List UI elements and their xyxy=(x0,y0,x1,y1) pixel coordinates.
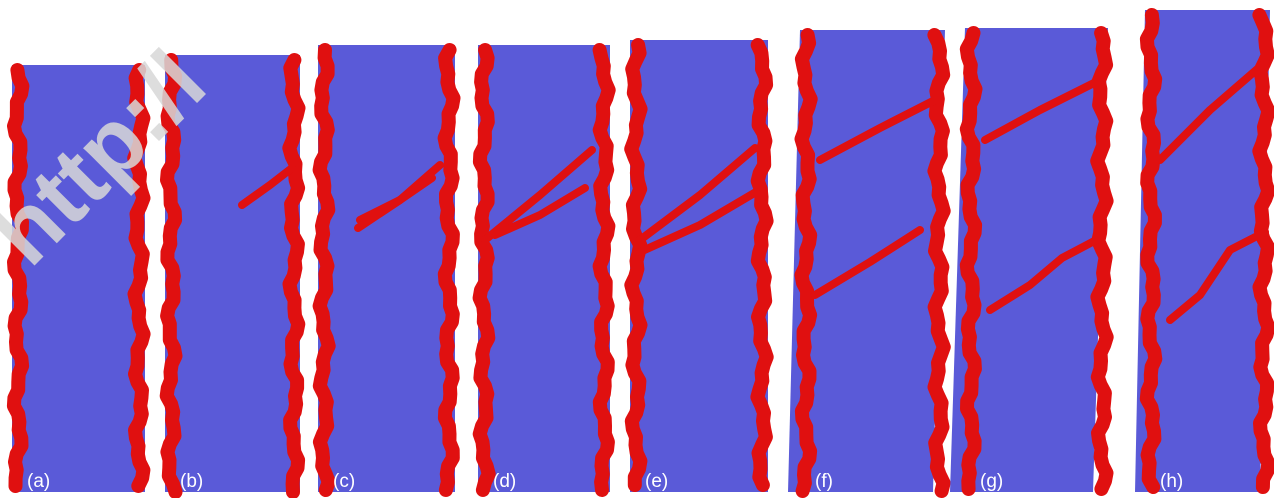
crystal xyxy=(318,45,455,492)
panel-label: (e) xyxy=(645,471,668,492)
panel-label: (h) xyxy=(1160,471,1183,492)
panel-label: (g) xyxy=(980,471,1003,492)
panel: (c) xyxy=(318,45,455,492)
panel: (g) xyxy=(950,28,1108,492)
left-surface xyxy=(802,35,811,491)
left-surface xyxy=(480,50,489,490)
panel-label: (c) xyxy=(333,471,355,492)
crystal xyxy=(478,45,610,492)
panel-label: (f) xyxy=(815,471,833,492)
left-surface xyxy=(320,50,329,490)
panel-label: (d) xyxy=(493,471,516,492)
panel-label: (a) xyxy=(27,471,50,492)
panel: (d) xyxy=(478,45,610,492)
right-surface xyxy=(1097,33,1107,489)
left-surface xyxy=(14,70,23,486)
left-surface xyxy=(967,33,976,489)
crystal xyxy=(630,40,768,492)
right-surface xyxy=(289,60,298,492)
panel: (e) xyxy=(630,40,768,492)
right-surface xyxy=(445,50,454,490)
right-surface xyxy=(1259,15,1268,487)
right-surface xyxy=(600,50,609,490)
left-surface xyxy=(1147,15,1156,487)
panel: (f) xyxy=(788,30,945,492)
panel-label: (b) xyxy=(180,471,203,492)
right-surface xyxy=(757,45,766,485)
figure: (a)(b)(c)(d)(e)(f)(g)(h)http:/l xyxy=(0,0,1274,498)
panel: (h) xyxy=(1135,10,1270,492)
